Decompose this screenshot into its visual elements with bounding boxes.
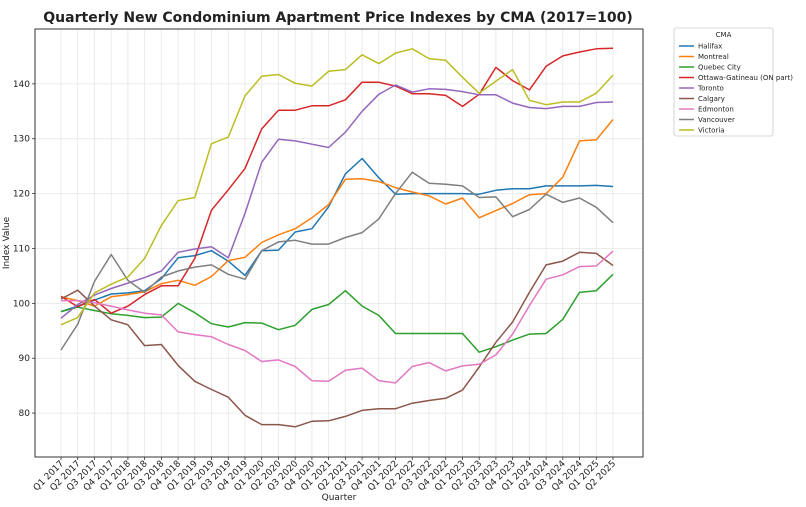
legend: CMA Halifax Montreal Quebec City Ottawa-Gat… xyxy=(673,27,793,137)
legend-label: Ottawa-Gatineau (ON part) xyxy=(698,74,793,82)
legend-title: CMA xyxy=(716,31,732,39)
grid xyxy=(35,29,643,457)
series-line-calgary xyxy=(60,251,614,428)
plot-frame xyxy=(34,28,644,458)
series-line-edmonton xyxy=(61,250,614,384)
legend-label: Edmonton xyxy=(698,106,734,114)
y-tick-label: 120 xyxy=(13,190,30,200)
legend-label: Victoria xyxy=(698,127,725,135)
series-line-montreal xyxy=(60,119,614,307)
series-lines xyxy=(60,47,614,428)
series-line-toronto xyxy=(60,84,614,319)
legend-label: Quebec City xyxy=(698,64,741,72)
y-tick-label: 110 xyxy=(13,244,30,254)
legend-box xyxy=(673,27,774,137)
chart-title: Quarterly New Condominium Apartment Pric… xyxy=(43,10,632,26)
legend-label: Vancouver xyxy=(698,116,735,124)
y-tick-label: 140 xyxy=(13,80,30,90)
legend-label: Calgary xyxy=(698,95,725,103)
legend-items: Halifax Montreal Quebec City Ottawa-Gatinea… xyxy=(679,43,793,135)
y-tick-label: 80 xyxy=(19,409,31,419)
series-line-vancouver xyxy=(60,171,614,351)
series-line-ottawa-gatineau-on-part xyxy=(60,47,614,314)
series-line-victoria xyxy=(60,48,614,326)
y-axis-label: Index Value xyxy=(2,216,12,269)
y-tick-label: 90 xyxy=(19,354,31,364)
y-tick-label: 100 xyxy=(13,299,30,309)
y-tick-label: 130 xyxy=(13,135,30,145)
x-axis-label: Quarter xyxy=(322,493,357,503)
series-line-quebec-city xyxy=(60,273,614,353)
series-line-halifax xyxy=(60,157,614,313)
y-axis-ticks: 80 90 100 110 120 130 140 xyxy=(13,80,35,419)
legend-label: Montreal xyxy=(698,53,729,61)
legend-label: Toronto xyxy=(697,85,724,93)
legend-label: Halifax xyxy=(698,43,722,51)
